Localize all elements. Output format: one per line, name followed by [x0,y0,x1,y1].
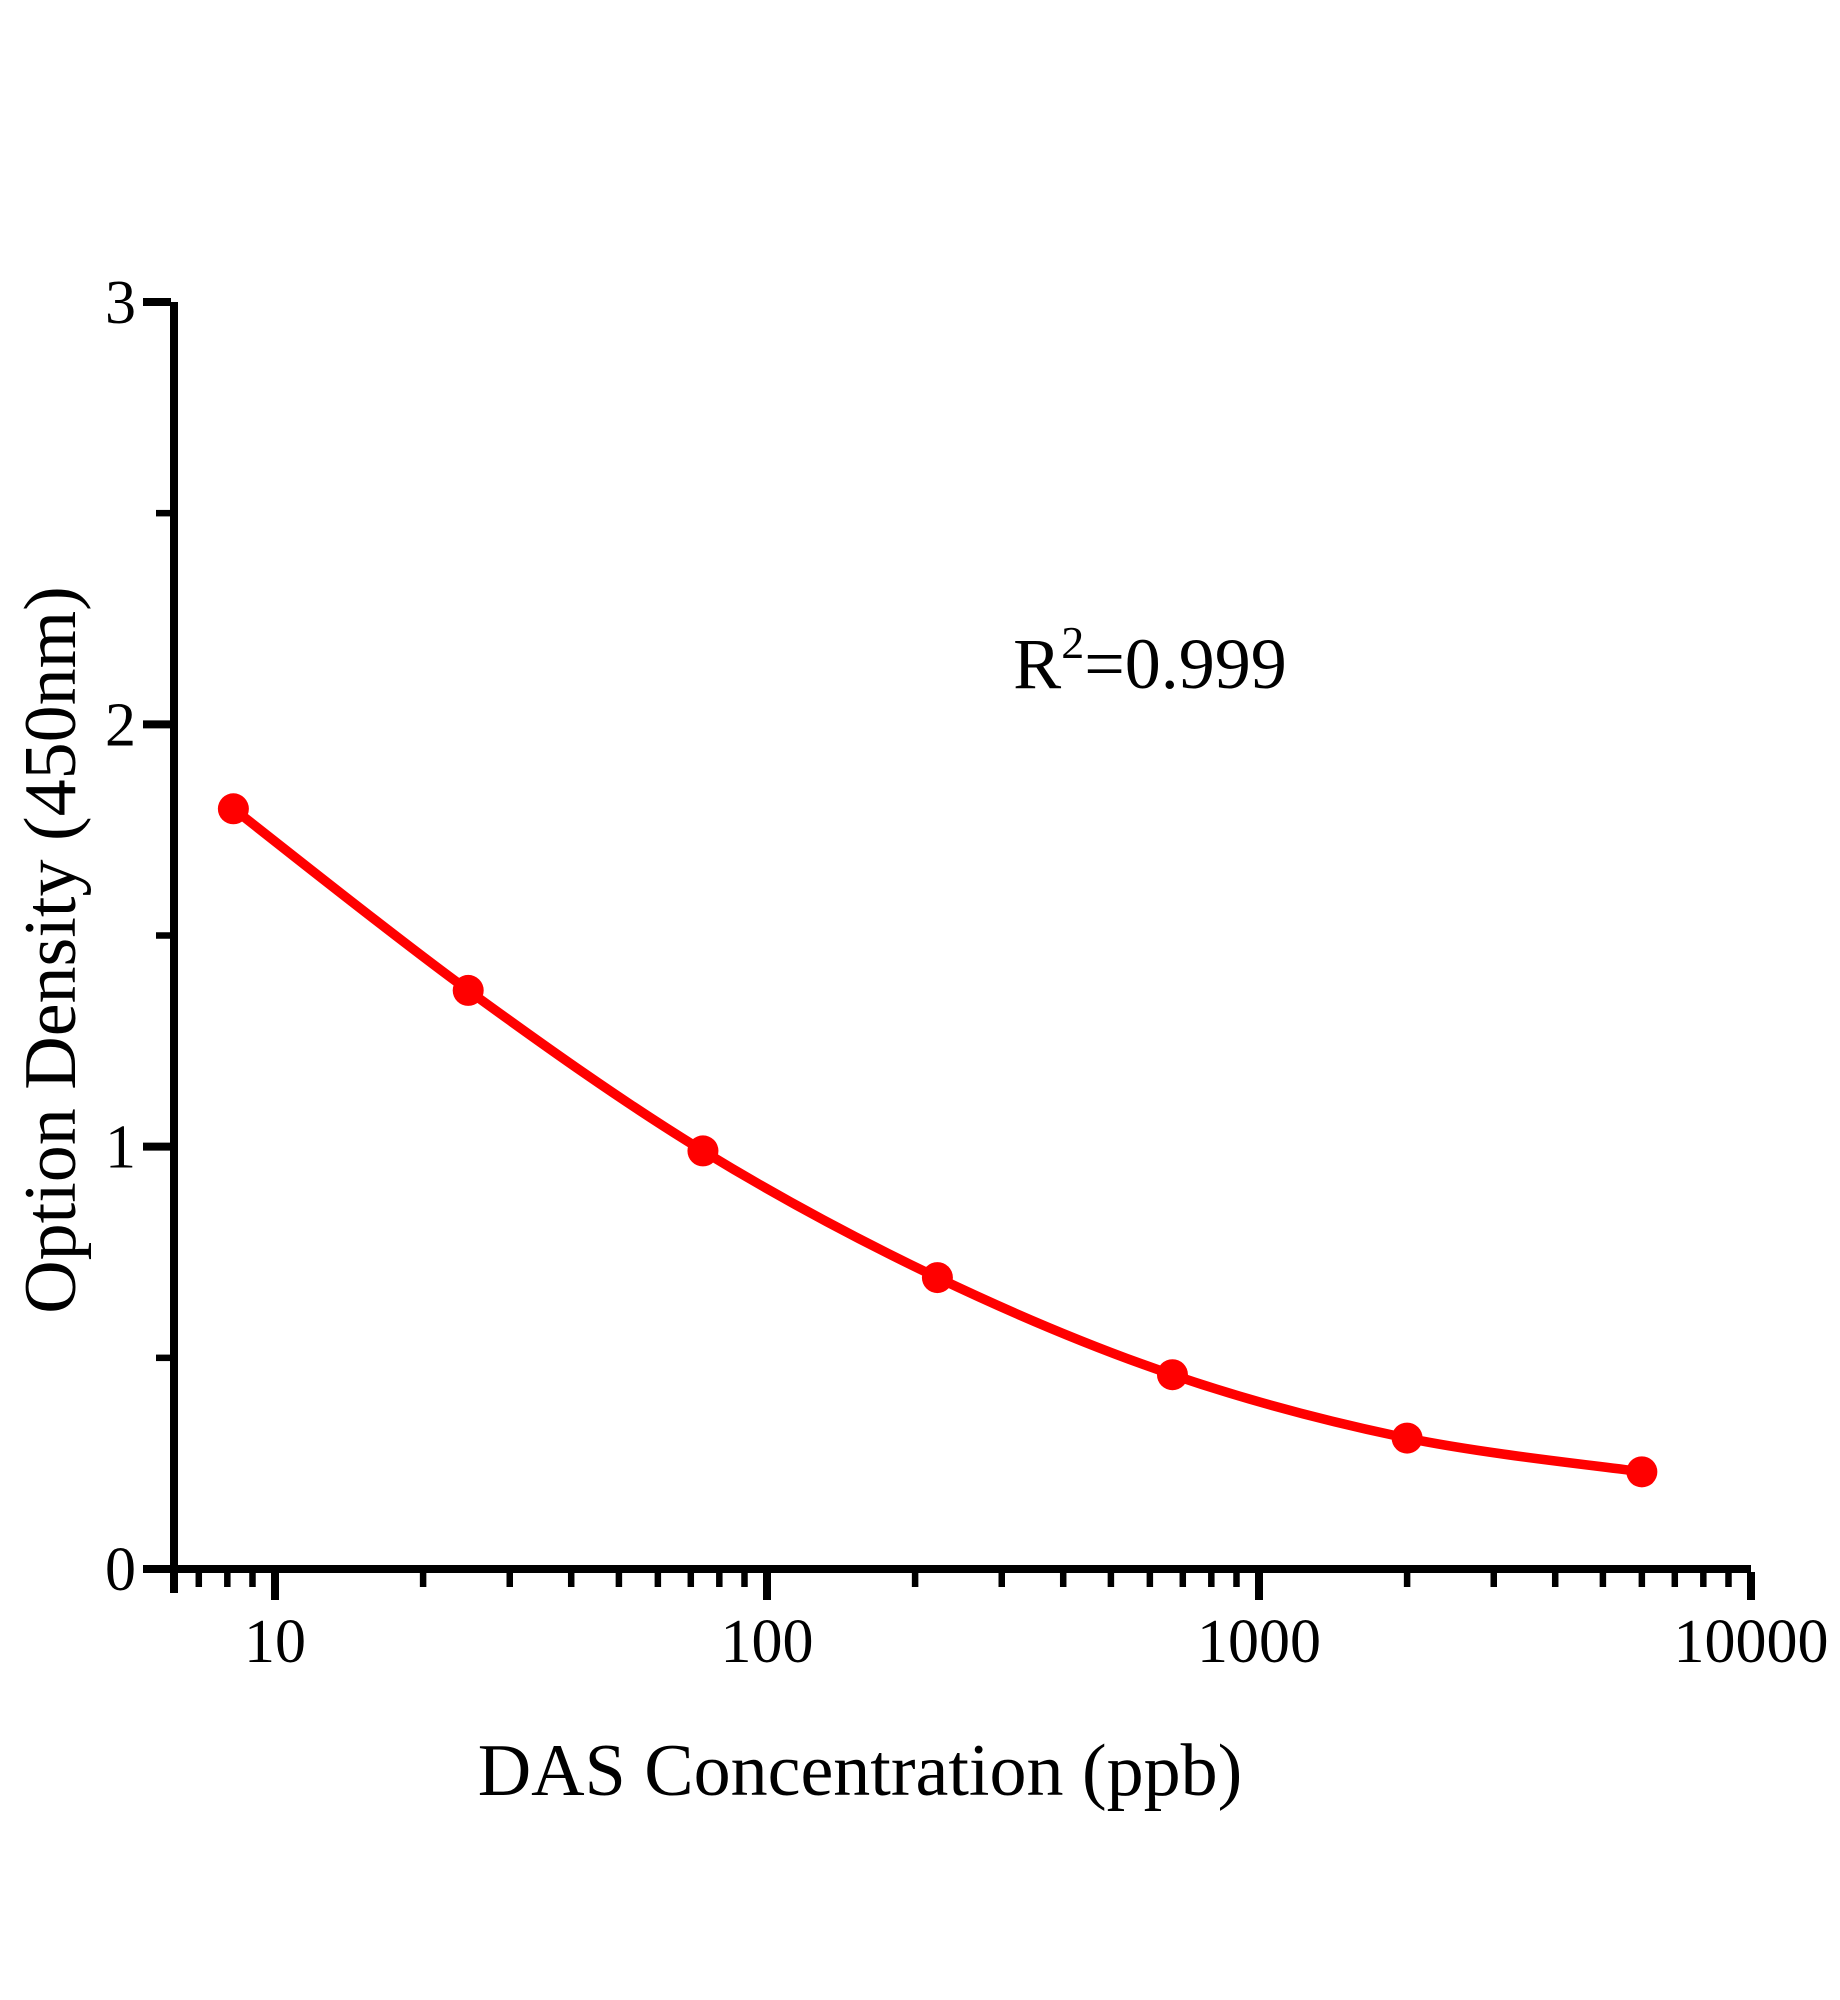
axis-ticks [143,298,1755,1600]
data-point [687,1135,719,1167]
y-tick-label: 1 [105,1114,136,1182]
r-squared-annotation: R2=0.999 [1013,617,1287,704]
data-point [452,974,484,1006]
data-point [217,793,249,825]
data-point [1626,1456,1658,1488]
y-tick-label: 3 [105,269,136,337]
x-tick-label: 100 [721,1608,814,1676]
axis-tick-labels: 10 100 1000 10000 0 1 2 3 [105,269,1829,1676]
data-point [1156,1359,1188,1391]
x-axis-title: DAS Concentration (ppb) [478,1730,1243,1812]
data-point [1391,1422,1423,1454]
data-point [921,1262,953,1294]
y-tick-label: 2 [105,691,136,759]
y-tick-label: 0 [105,1536,136,1604]
x-tick-label: 10000 [1674,1608,1829,1676]
x-tick-label: 1000 [1197,1608,1321,1676]
axes [170,302,1751,1593]
series-curve [228,804,1647,1477]
data-series [217,793,1658,1488]
x-tick-label: 10 [244,1608,306,1676]
y-axis-title: Option Density (450nm) [10,586,92,1314]
